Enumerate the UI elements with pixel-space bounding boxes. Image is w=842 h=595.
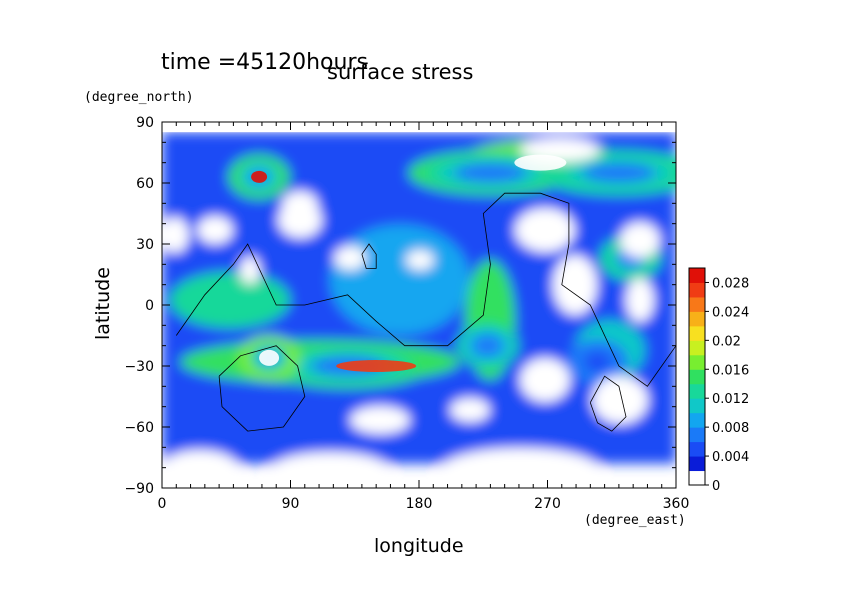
y-axis-unit: (degree_north) <box>84 90 194 105</box>
colorbar-swatch <box>689 296 705 312</box>
coastline <box>175 192 676 432</box>
colorbar-swatch <box>689 268 705 283</box>
colorbar-swatch <box>689 398 705 414</box>
y-tick-label: −60 <box>124 420 154 436</box>
colorbar-tick-label: 0.028 <box>712 276 749 291</box>
colorbar-swatch <box>689 427 705 443</box>
colorbar-swatch <box>689 383 705 399</box>
y-tick-label: 60 <box>136 176 154 192</box>
y-tick-label: 90 <box>136 115 154 131</box>
axis-ticks: 0 90 180 270 360 90 60 30 0 −30 −60 −90 <box>124 115 689 512</box>
colorbar-swatch <box>689 412 705 428</box>
stress-field <box>162 122 676 488</box>
x-tick-label: 0 <box>158 496 167 512</box>
colorbar-swatch <box>689 311 705 327</box>
time-label: time =45120hours <box>161 50 368 75</box>
colorbar-swatch <box>689 456 705 472</box>
colorbar-swatch <box>689 470 705 486</box>
x-tick-label: 180 <box>406 496 433 512</box>
y-tick-label: −30 <box>124 359 154 375</box>
chart-title: surface stress <box>327 60 474 84</box>
colorbar-tick-label: 0.02 <box>712 334 741 349</box>
colorbar-swatch <box>689 441 705 457</box>
colorbar-tick-label: 0.012 <box>712 392 749 407</box>
colorbar-tick-label: 0.008 <box>712 421 749 436</box>
colorbar-swatch <box>689 369 705 385</box>
x-axis-label: longitude <box>374 535 464 557</box>
colorbar-swatch <box>689 325 705 341</box>
colorbar-tick-label: 0 <box>712 479 720 494</box>
colorbar: 0 0.004 0.008 0.012 0.016 0.02 0.024 0.028 <box>688 267 749 494</box>
x-tick-label: 360 <box>663 496 690 512</box>
x-tick-label: 90 <box>282 496 300 512</box>
y-tick-label: −90 <box>124 481 154 497</box>
colorbar-tick-label: 0.024 <box>712 305 749 320</box>
x-tick-label: 270 <box>534 496 561 512</box>
y-tick-label: 0 <box>145 298 154 314</box>
colorbar-tick-label: 0.004 <box>712 450 749 465</box>
colorbar-swatch <box>689 340 705 356</box>
y-tick-label: 30 <box>136 237 154 253</box>
colorbar-tick-label: 0.016 <box>712 363 749 378</box>
colorbar-swatch <box>689 282 705 298</box>
colorbar-frame <box>688 267 706 486</box>
x-axis-unit: (degree_east) <box>584 513 686 528</box>
colorbar-swatch <box>689 354 705 370</box>
